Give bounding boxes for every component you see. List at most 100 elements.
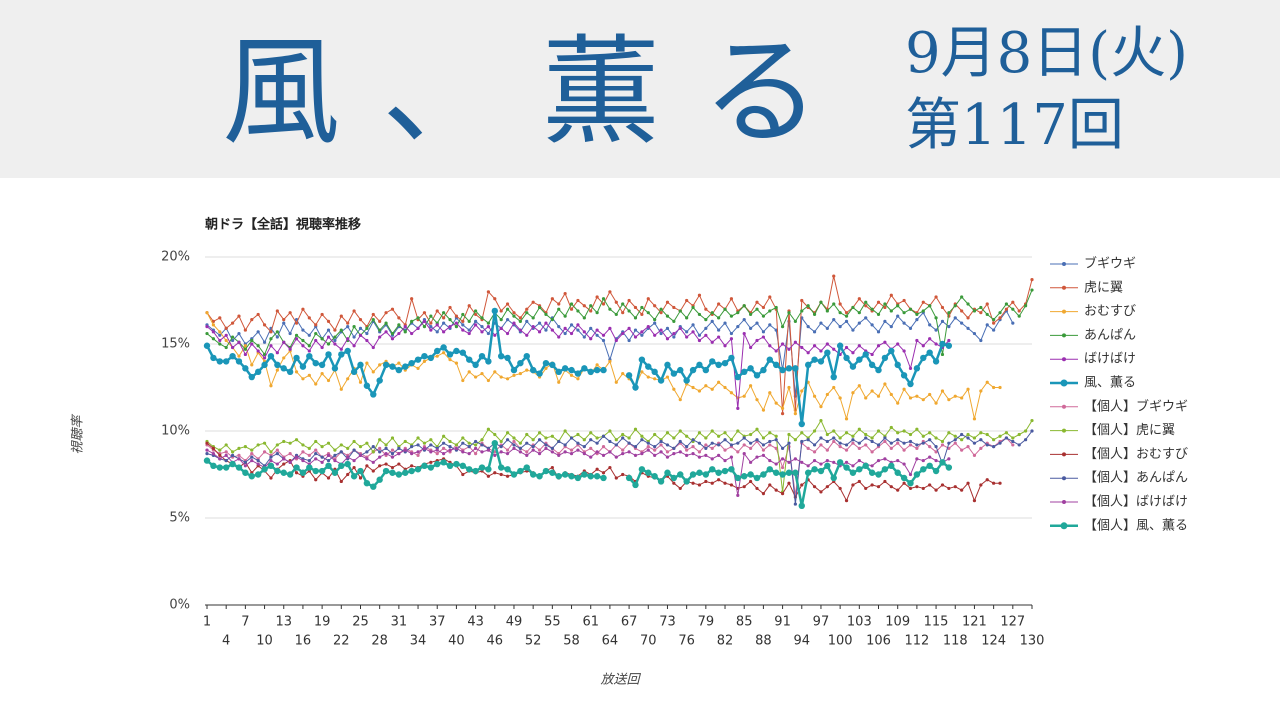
data-point bbox=[1004, 431, 1009, 435]
data-point bbox=[902, 448, 906, 452]
data-point bbox=[921, 398, 925, 402]
data-point bbox=[357, 467, 364, 475]
data-point bbox=[486, 290, 490, 294]
data-point bbox=[352, 325, 356, 329]
data-point bbox=[525, 307, 529, 311]
data-point bbox=[402, 469, 409, 476]
data-point bbox=[230, 345, 235, 350]
data-point bbox=[812, 458, 817, 463]
data-point bbox=[659, 439, 663, 444]
data-point bbox=[832, 302, 836, 306]
data-point bbox=[563, 443, 567, 447]
data-point bbox=[301, 450, 305, 454]
data-point bbox=[793, 502, 797, 506]
data-point bbox=[346, 472, 350, 477]
data-point bbox=[505, 452, 510, 456]
data-point bbox=[569, 331, 574, 336]
x-tick-label: 52 bbox=[525, 634, 542, 649]
data-point bbox=[459, 349, 467, 356]
data-point bbox=[248, 473, 255, 480]
data-point bbox=[371, 469, 375, 473]
data-point bbox=[557, 335, 561, 339]
data-point bbox=[550, 446, 554, 450]
x-tick-label: 124 bbox=[981, 634, 1006, 649]
data-point bbox=[549, 361, 556, 369]
data-point bbox=[851, 483, 855, 487]
data-point bbox=[474, 323, 478, 327]
data-point bbox=[243, 328, 247, 332]
data-point bbox=[915, 394, 919, 398]
data-point bbox=[320, 371, 324, 376]
data-point bbox=[645, 363, 652, 370]
data-point bbox=[768, 443, 772, 447]
data-point bbox=[338, 462, 345, 469]
data-point bbox=[440, 459, 447, 466]
data-point bbox=[467, 452, 471, 456]
data-point bbox=[499, 326, 503, 330]
data-point bbox=[985, 380, 989, 384]
data-point bbox=[352, 335, 356, 339]
data-point bbox=[461, 472, 465, 477]
data-point bbox=[972, 417, 977, 421]
data-point bbox=[683, 377, 690, 384]
data-point bbox=[505, 448, 510, 452]
data-point bbox=[557, 302, 561, 306]
data-point bbox=[480, 438, 484, 442]
data-point bbox=[357, 361, 364, 369]
data-point bbox=[331, 469, 339, 476]
data-point bbox=[819, 418, 823, 423]
data-point bbox=[953, 304, 957, 308]
data-point bbox=[435, 452, 439, 456]
data-point bbox=[448, 325, 452, 329]
data-point bbox=[896, 488, 900, 492]
data-point bbox=[723, 448, 727, 452]
data-point bbox=[517, 467, 524, 475]
data-point bbox=[434, 460, 441, 468]
data-point bbox=[442, 434, 446, 438]
x-tick-label: 61 bbox=[582, 615, 599, 630]
legend-label: ブギウギ bbox=[1084, 256, 1136, 272]
data-point bbox=[301, 458, 305, 463]
data-point bbox=[857, 311, 861, 315]
data-point bbox=[504, 466, 511, 473]
data-point bbox=[677, 366, 684, 374]
data-point bbox=[646, 441, 650, 445]
data-point bbox=[531, 316, 535, 320]
x-tick-label: 34 bbox=[410, 634, 427, 649]
data-point bbox=[314, 331, 318, 336]
data-point bbox=[312, 359, 319, 367]
data-point bbox=[390, 337, 395, 341]
data-point bbox=[1011, 439, 1015, 444]
data-point bbox=[960, 488, 964, 492]
data-point bbox=[595, 333, 599, 337]
data-point bbox=[908, 396, 913, 400]
data-point bbox=[921, 309, 925, 313]
data-point bbox=[883, 340, 887, 344]
data-point bbox=[448, 318, 452, 322]
data-point bbox=[480, 371, 484, 376]
data-point bbox=[243, 464, 247, 468]
data-point bbox=[493, 370, 497, 374]
data-point bbox=[678, 398, 682, 402]
data-point bbox=[307, 446, 311, 450]
data-point bbox=[864, 304, 868, 308]
header-band: 風、薫る 9月8日(火) 第117回 bbox=[0, 0, 1280, 178]
data-point bbox=[314, 452, 318, 456]
data-point bbox=[294, 471, 299, 475]
data-point bbox=[876, 312, 881, 317]
data-point bbox=[338, 351, 345, 358]
data-point bbox=[844, 319, 849, 323]
data-point bbox=[275, 368, 279, 372]
data-point bbox=[224, 338, 228, 343]
data-point bbox=[913, 471, 921, 478]
data-point bbox=[621, 448, 625, 452]
legend-swatch-dot bbox=[1060, 379, 1068, 387]
data-point bbox=[320, 337, 324, 341]
data-point bbox=[697, 441, 702, 445]
legend-swatch-dot bbox=[1062, 452, 1066, 457]
data-point bbox=[211, 452, 215, 456]
data-point bbox=[224, 450, 228, 454]
data-point bbox=[282, 462, 286, 466]
data-point bbox=[576, 309, 580, 313]
data-point bbox=[659, 450, 663, 454]
